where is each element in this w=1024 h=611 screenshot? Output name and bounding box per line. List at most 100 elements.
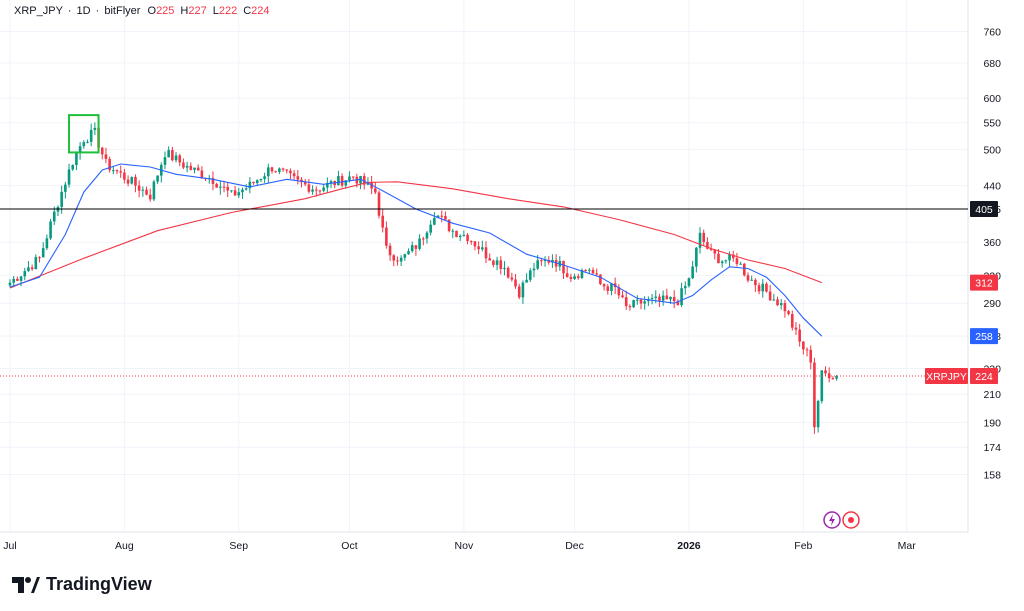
- candle: [731, 250, 735, 262]
- candle: [230, 190, 233, 193]
- candle: [569, 273, 573, 283]
- price-badge-label: 224: [975, 371, 993, 383]
- candle: [754, 278, 757, 292]
- candle: [798, 324, 801, 347]
- candle: [12, 276, 15, 287]
- candle-body: [724, 260, 728, 262]
- open-label: O: [147, 5, 157, 17]
- candle: [462, 230, 466, 237]
- replay-icon[interactable]: [823, 511, 841, 529]
- candle: [720, 260, 724, 268]
- high-value: 227: [188, 5, 207, 17]
- candle-body: [263, 176, 266, 179]
- candle: [311, 185, 314, 195]
- candle: [481, 240, 484, 252]
- candle: [82, 140, 86, 149]
- candle-body: [19, 276, 23, 281]
- price-badge: 312: [970, 274, 998, 291]
- candle: [318, 189, 322, 195]
- candle: [488, 253, 491, 261]
- candle: [244, 184, 248, 191]
- candle-body: [30, 267, 34, 270]
- highlight-box[interactable]: [68, 114, 100, 154]
- close-label: C: [243, 5, 252, 17]
- candle-body: [230, 190, 233, 192]
- interval-label[interactable]: 1D: [76, 5, 91, 17]
- candle: [226, 182, 230, 198]
- candle: [458, 234, 462, 242]
- candle-body: [720, 261, 724, 264]
- candle-body: [289, 170, 292, 174]
- candle-body: [148, 194, 152, 200]
- candle: [134, 174, 137, 193]
- candle-body: [536, 260, 539, 269]
- candle-body: [403, 254, 407, 258]
- candle: [761, 279, 765, 298]
- candle-body: [543, 260, 547, 262]
- candle-body: [211, 178, 215, 184]
- close-value: 224: [251, 5, 270, 17]
- candle: [148, 188, 152, 202]
- candle-body: [672, 296, 676, 302]
- candle: [514, 273, 517, 289]
- candle: [182, 158, 185, 170]
- candle-body: [174, 155, 178, 161]
- price-badge-label: 258: [975, 331, 993, 343]
- candle: [119, 165, 122, 178]
- candle: [680, 282, 683, 308]
- candle: [126, 175, 130, 187]
- candle-body: [636, 299, 639, 301]
- candle: [274, 170, 277, 173]
- candle: [503, 261, 506, 276]
- symbol-name[interactable]: XRP_JPY: [14, 5, 63, 17]
- candle-body: [16, 278, 19, 281]
- candle: [329, 179, 333, 189]
- candle-body: [458, 235, 462, 238]
- candle: [307, 178, 311, 194]
- candle: [49, 219, 52, 240]
- candle: [399, 255, 403, 266]
- candle-body: [528, 270, 532, 280]
- candle: [112, 166, 115, 175]
- candle-body: [713, 249, 717, 254]
- candle-body: [617, 287, 621, 296]
- candle: [624, 290, 628, 310]
- candle-body: [499, 260, 503, 269]
- candle-body: [222, 186, 226, 188]
- candle: [444, 211, 447, 220]
- candle: [647, 296, 650, 306]
- candle-body: [322, 187, 325, 191]
- candle-body: [244, 188, 248, 190]
- tradingview-logo-icon: [12, 576, 40, 593]
- candle-body: [610, 283, 613, 291]
- candle-body: [100, 147, 104, 155]
- x-tick-label: Aug: [115, 540, 134, 552]
- candle: [757, 282, 761, 295]
- y-tick-label: 210: [983, 389, 1001, 401]
- candle: [388, 243, 392, 261]
- candle: [16, 276, 19, 282]
- candle: [576, 273, 580, 280]
- candle: [702, 229, 706, 246]
- candle-body: [484, 247, 488, 259]
- price-badge-box: [970, 368, 998, 385]
- candle: [691, 260, 694, 280]
- candle-body: [621, 295, 624, 298]
- candle-body: [787, 311, 790, 315]
- candle-body: [706, 242, 709, 249]
- candle-body: [281, 168, 285, 170]
- candle-body: [60, 191, 63, 207]
- candle-body: [344, 180, 348, 186]
- candle: [473, 241, 477, 251]
- candle-body: [252, 181, 255, 184]
- candle-body: [226, 186, 230, 191]
- candle: [104, 147, 108, 164]
- candle-body: [429, 224, 432, 233]
- candle-body: [126, 179, 130, 184]
- candle: [802, 340, 805, 355]
- tradingview-logo[interactable]: TradingView: [12, 574, 152, 595]
- candle: [602, 283, 606, 291]
- record-icon[interactable]: [842, 511, 860, 529]
- candle-body: [798, 329, 801, 342]
